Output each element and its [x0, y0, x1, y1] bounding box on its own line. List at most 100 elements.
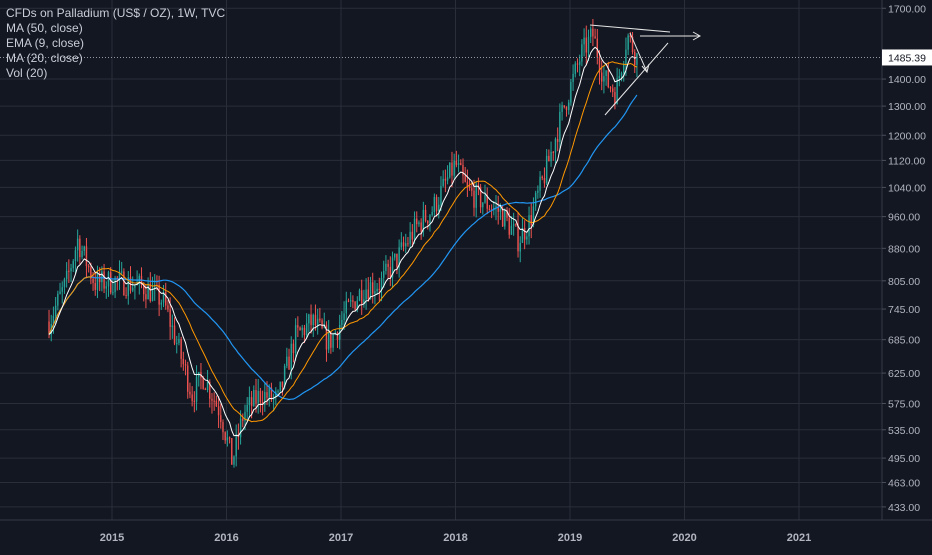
- candle-body: [294, 325, 297, 354]
- candle-body: [433, 197, 436, 213]
- candle-body: [308, 314, 310, 324]
- candle-body: [592, 28, 594, 37]
- trendline-bottom[interactable]: [604, 42, 669, 116]
- candle-body: [72, 260, 74, 269]
- candle-body: [217, 406, 220, 416]
- candle-body: [387, 263, 389, 267]
- candle-body: [482, 202, 484, 208]
- candle-body: [620, 73, 623, 77]
- candle-body: [521, 228, 524, 243]
- candle-body: [303, 327, 306, 336]
- candle-body: [343, 313, 345, 320]
- candle-body: [138, 275, 141, 282]
- candle-body: [545, 155, 548, 184]
- candle-body: [466, 181, 469, 186]
- candle-body: [213, 400, 215, 402]
- candle-body: [184, 364, 187, 366]
- candle-body: [486, 195, 488, 209]
- candle-body: [253, 389, 255, 406]
- candle-body: [160, 302, 163, 305]
- candle-body: [242, 418, 244, 421]
- candle-body: [270, 387, 273, 400]
- candle-body: [310, 314, 312, 326]
- candle-body: [180, 338, 182, 359]
- candle-body: [438, 204, 440, 212]
- candle-body: [631, 36, 634, 53]
- candle-body: [341, 319, 343, 325]
- candle-body: [457, 163, 460, 165]
- candle-body: [365, 289, 367, 300]
- candle-body: [83, 246, 85, 251]
- candle-body: [468, 185, 471, 189]
- candle-body: [504, 209, 506, 227]
- chart-legend: CFDs on Palladium (US$ / OZ), 1W, TVC MA…: [6, 6, 225, 81]
- candle-body: [552, 151, 554, 153]
- price-axis-label: 495.00: [888, 453, 920, 465]
- candle-body: [627, 35, 629, 50]
- candle-body: [187, 365, 189, 392]
- candle-body: [495, 206, 497, 208]
- candle-body: [224, 432, 226, 441]
- candle-body: [607, 70, 610, 88]
- candle-body: [596, 38, 599, 58]
- candle-body: [534, 192, 537, 207]
- candle-body: [202, 377, 204, 389]
- candle-body: [374, 291, 376, 294]
- candle-body: [226, 437, 229, 441]
- price-axis-label: 1200.00: [888, 130, 926, 142]
- time-axis-label: 2016: [214, 532, 238, 544]
- candle-body: [325, 324, 328, 350]
- candle-body: [391, 257, 394, 278]
- candle-body: [523, 228, 526, 240]
- time-axis-label: 2019: [558, 532, 582, 544]
- candle-body: [515, 224, 517, 226]
- candle-body: [471, 188, 473, 191]
- candle-body: [567, 102, 570, 111]
- time-axis-label: 2020: [672, 532, 696, 544]
- candle-body: [171, 325, 174, 327]
- candle-body: [76, 238, 79, 251]
- candle-body: [316, 318, 319, 326]
- candle-body: [209, 381, 211, 399]
- candle-body: [398, 247, 400, 267]
- candle-body: [345, 300, 348, 314]
- candle-body: [442, 178, 444, 187]
- candle-body: [565, 106, 568, 111]
- candle-body: [614, 92, 616, 104]
- candle-body: [299, 327, 301, 331]
- legend-title: CFDs on Palladium (US$ / OZ), 1W, TVC: [6, 6, 226, 20]
- candle-body: [587, 36, 590, 53]
- candle-body: [158, 284, 160, 305]
- candle-body: [497, 206, 499, 212]
- candle-body: [420, 222, 422, 232]
- current-price-label: 1485.39: [888, 52, 926, 64]
- candle-body: [360, 290, 363, 304]
- candle-body: [290, 343, 292, 370]
- candle-body: [576, 63, 579, 65]
- candle-body: [178, 338, 180, 343]
- candle-body: [114, 277, 116, 293]
- price-axis-label: 463.00: [888, 477, 920, 489]
- candle-body: [61, 287, 63, 292]
- candle-body: [363, 299, 365, 304]
- legend-ma20: MA (20, close): [6, 51, 83, 65]
- candle-body: [336, 332, 339, 340]
- candle-body: [277, 390, 279, 392]
- candle-body: [367, 289, 370, 300]
- arrow-down-line[interactable]: [629, 32, 648, 73]
- candle-body: [594, 36, 596, 39]
- candle-body: [636, 53, 638, 65]
- candle-body: [539, 176, 541, 191]
- candle-body: [585, 37, 588, 53]
- candle-body: [528, 215, 530, 237]
- price-axis-label: 1300.00: [888, 101, 926, 113]
- price-axis-label: 433.00: [888, 502, 920, 514]
- trendline-top[interactable]: [589, 24, 671, 33]
- candle-body: [268, 387, 270, 398]
- candle-body: [125, 294, 127, 296]
- candle-body: [623, 64, 625, 74]
- candle-body: [246, 405, 248, 412]
- candle-body: [625, 49, 627, 65]
